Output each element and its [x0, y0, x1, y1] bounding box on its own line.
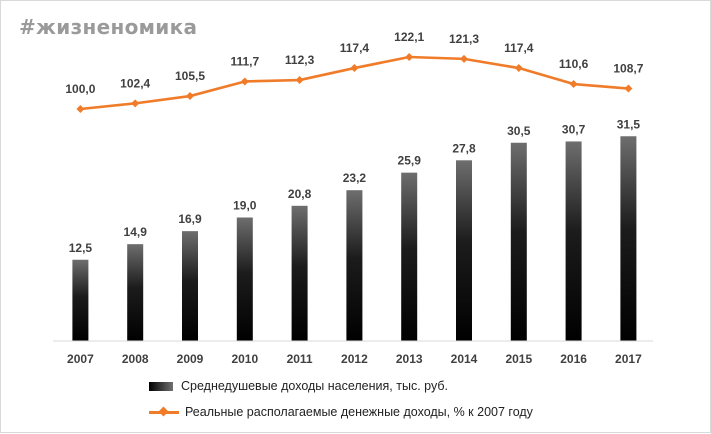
line-point-2011 [295, 76, 304, 85]
x-tick-2014: 2014 [451, 352, 478, 366]
line-label-2015: 117,4 [504, 41, 534, 55]
line-label-2009: 105,5 [175, 69, 205, 83]
x-tick-2010: 2010 [231, 352, 258, 366]
x-tick-2016: 2016 [560, 352, 587, 366]
bar-label-2014: 27,8 [452, 141, 476, 155]
legend-label-line: Реальные располагаемые денежные доходы, … [185, 405, 533, 419]
bar-label-2008: 14,9 [124, 225, 148, 239]
line-point-2014 [460, 54, 468, 63]
bar-label-2009: 16,9 [178, 212, 202, 226]
line-label-2011: 112,3 [285, 53, 315, 67]
line-point-2007 [76, 105, 85, 113]
bar-label-2013: 25,9 [398, 154, 422, 168]
bar-label-2011: 20,8 [288, 187, 312, 201]
bar-label-2016: 30,7 [562, 122, 586, 136]
line-label-2007: 100,0 [65, 82, 95, 96]
bar-2017 [620, 136, 637, 341]
legend-label-bars: Среднедушевые доходы населения, тыс. руб… [181, 379, 448, 393]
bar-2012 [346, 190, 363, 341]
x-tick-2008: 2008 [122, 352, 149, 366]
bar-label-2015: 30,5 [507, 124, 531, 138]
line-point-2008 [131, 99, 140, 108]
legend-item-line: Реальные располагаемые денежные доходы, … [149, 405, 533, 419]
line-labels: 100,0 102,4 105,5 111,7 112,3 117,4 122,1 121,3… [65, 30, 643, 96]
bar-2007 [72, 259, 89, 341]
line-label-2012: 117,4 [340, 41, 370, 55]
bar-2011 [291, 205, 308, 341]
bar-2010 [236, 217, 253, 341]
line-label-2014: 121,3 [449, 32, 479, 46]
bar-label-2007: 12,5 [69, 241, 93, 255]
line-label-2008: 102,4 [120, 76, 150, 90]
x-tick-2012: 2012 [341, 352, 368, 366]
line-point-2017 [624, 84, 633, 93]
x-tick-2009: 2009 [177, 352, 204, 366]
line-label-2013: 122,1 [394, 30, 424, 44]
x-tick-2015: 2015 [505, 352, 532, 366]
line-label-2010: 111,7 [230, 54, 259, 68]
bar-2013 [401, 172, 418, 341]
line-point-2015 [514, 64, 523, 73]
line-point-2013 [405, 53, 414, 61]
bar-labels: 12,5 14,9 16,9 19,0 20,8 23,2 25,9 27,8 30,5 30,7… [69, 117, 641, 255]
x-tick-2011: 2011 [287, 352, 313, 366]
bar-2014 [456, 160, 472, 341]
line-label-2016: 110,6 [559, 57, 589, 71]
line-label-2017: 108,7 [613, 62, 643, 76]
line-series [76, 53, 633, 113]
line-point-2010 [240, 77, 249, 86]
bar-label-2010: 19,0 [233, 199, 257, 213]
legend-swatch-line [149, 407, 179, 417]
x-tick-2007: 2007 [67, 352, 94, 366]
line-point-2016 [569, 80, 578, 89]
line-point-2012 [350, 64, 359, 73]
bar-2016 [565, 141, 582, 341]
bar-2009 [182, 231, 198, 341]
bar-label-2012: 23,2 [343, 171, 367, 185]
bar-2015 [510, 142, 527, 341]
bar-label-2017: 31,5 [617, 117, 641, 131]
legend-swatch-bars [149, 381, 173, 391]
bar-2008 [127, 244, 144, 341]
legend-item-bars: Среднедушевые доходы населения, тыс. руб… [149, 379, 448, 393]
brand-hashtag: #жизненомика [19, 15, 198, 39]
x-tick-2017: 2017 [615, 352, 642, 366]
x-axis-ticks: 2007 2008 2009 2010 2011 2012 2013 2014 2015 2016… [67, 352, 642, 366]
bars-series [72, 136, 637, 341]
x-tick-2013: 2013 [396, 352, 423, 366]
line-point-2009 [186, 92, 194, 101]
